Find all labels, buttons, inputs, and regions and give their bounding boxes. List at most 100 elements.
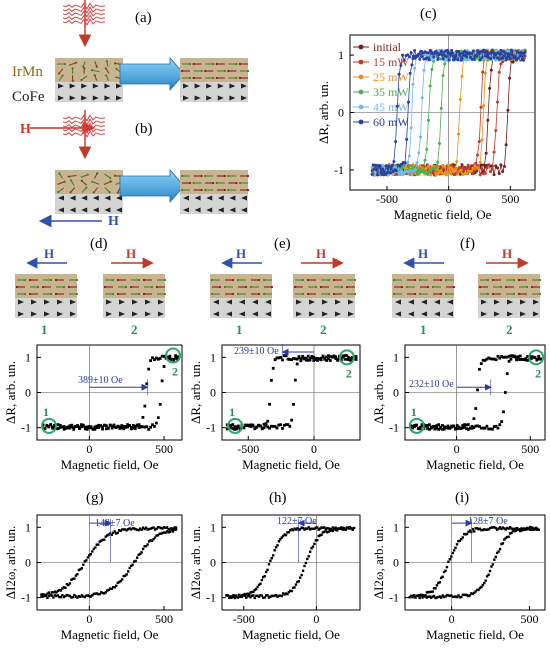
afm-spin-head: [426, 285, 430, 289]
data-point: [468, 166, 472, 170]
fm-spin: [104, 95, 111, 101]
afm-spin-head: [200, 69, 203, 73]
data-point: [47, 591, 51, 594]
afm-spin-head: [23, 278, 27, 282]
data-point: [283, 593, 286, 596]
data-point: [310, 547, 313, 550]
data-point: [243, 594, 247, 597]
y-axis-label: ΔR, arb. un.: [316, 81, 331, 144]
data-point: [444, 173, 448, 177]
fm-spin: [92, 83, 99, 89]
data-point: [401, 173, 405, 177]
data-point: [126, 528, 130, 531]
fm-spin: [226, 299, 232, 305]
data-point: [425, 56, 429, 60]
data-point: [438, 581, 441, 584]
data-point: [235, 595, 238, 599]
data-point: [256, 594, 259, 598]
panel-label-i: (i): [455, 490, 469, 506]
afm-spin-head: [90, 69, 94, 72]
data-point: [73, 593, 76, 597]
afm-spin-head: [111, 278, 115, 282]
laser-wave: [62, 2, 106, 10]
h-label-f2: H: [502, 246, 512, 261]
data-point: [176, 357, 179, 361]
data-point: [135, 528, 139, 532]
afm-spin-head: [332, 292, 336, 296]
fm-spin: [206, 95, 213, 101]
data-point: [454, 546, 457, 549]
data-point: [233, 594, 237, 598]
data-point: [531, 355, 535, 359]
data-point: [273, 358, 277, 362]
data-point: [153, 424, 156, 428]
data-point: [128, 527, 131, 530]
data-point: [471, 592, 474, 596]
data-point: [347, 358, 351, 361]
data-point: [109, 532, 112, 535]
data-point: [442, 50, 446, 54]
data-point: [318, 534, 322, 537]
data-point: [424, 594, 427, 597]
data-point: [504, 143, 508, 147]
data-point: [121, 578, 124, 581]
data-point: [426, 424, 429, 427]
data-point: [354, 358, 358, 361]
data-point: [392, 160, 396, 164]
panel-label-c: (c): [420, 6, 437, 22]
data-point: [171, 527, 175, 531]
fm-spin: [241, 95, 247, 101]
afm-spin-head: [538, 278, 542, 282]
data-point: [149, 425, 153, 429]
data-point: [473, 530, 476, 533]
data-point: [349, 358, 352, 362]
afm-spin-head: [109, 180, 112, 183]
data-point: [425, 596, 429, 599]
data-point: [447, 164, 451, 168]
data-point: [521, 58, 525, 62]
data-point: [269, 595, 272, 599]
data-point: [425, 147, 429, 151]
data-point: [518, 528, 522, 531]
afm-spin-head: [69, 179, 73, 182]
afm-spin-head: [129, 285, 133, 289]
data-point: [110, 424, 114, 428]
stack-d-1: [15, 274, 79, 318]
data-point: [229, 596, 232, 599]
afm-spin-head: [227, 188, 230, 192]
data-point: [446, 424, 450, 428]
data-point: [492, 173, 496, 177]
afm-spin-head: [444, 292, 448, 296]
data-point: [134, 528, 137, 531]
afm-spin-head: [223, 174, 226, 178]
afm-spin-head: [235, 181, 238, 185]
data-point: [488, 526, 492, 530]
data-point: [244, 423, 248, 427]
data-point: [82, 595, 85, 598]
data-point: [85, 425, 89, 429]
fm-spin: [104, 195, 111, 201]
data-point: [293, 527, 296, 530]
data-point: [252, 590, 255, 594]
data-point: [475, 527, 479, 530]
data-point: [471, 49, 475, 53]
data-point: [491, 427, 494, 431]
data-point: [131, 563, 134, 566]
data-point: [425, 172, 429, 176]
data-point: [338, 527, 342, 530]
data-point: [352, 526, 356, 530]
data-point: [465, 532, 469, 536]
series-5: [370, 48, 527, 177]
data-point: [246, 595, 249, 598]
afm-spin-head: [41, 285, 45, 289]
afm-spin-head: [270, 285, 274, 289]
data-point: [518, 354, 522, 358]
laser-a: [62, 0, 106, 48]
fm-spin: [335, 311, 341, 317]
afm-spin-head: [340, 285, 344, 289]
data-point: [501, 169, 505, 173]
data-point: [171, 530, 175, 533]
data-point: [413, 66, 417, 70]
afm-spin-head: [244, 285, 248, 289]
data-point: [492, 425, 496, 429]
